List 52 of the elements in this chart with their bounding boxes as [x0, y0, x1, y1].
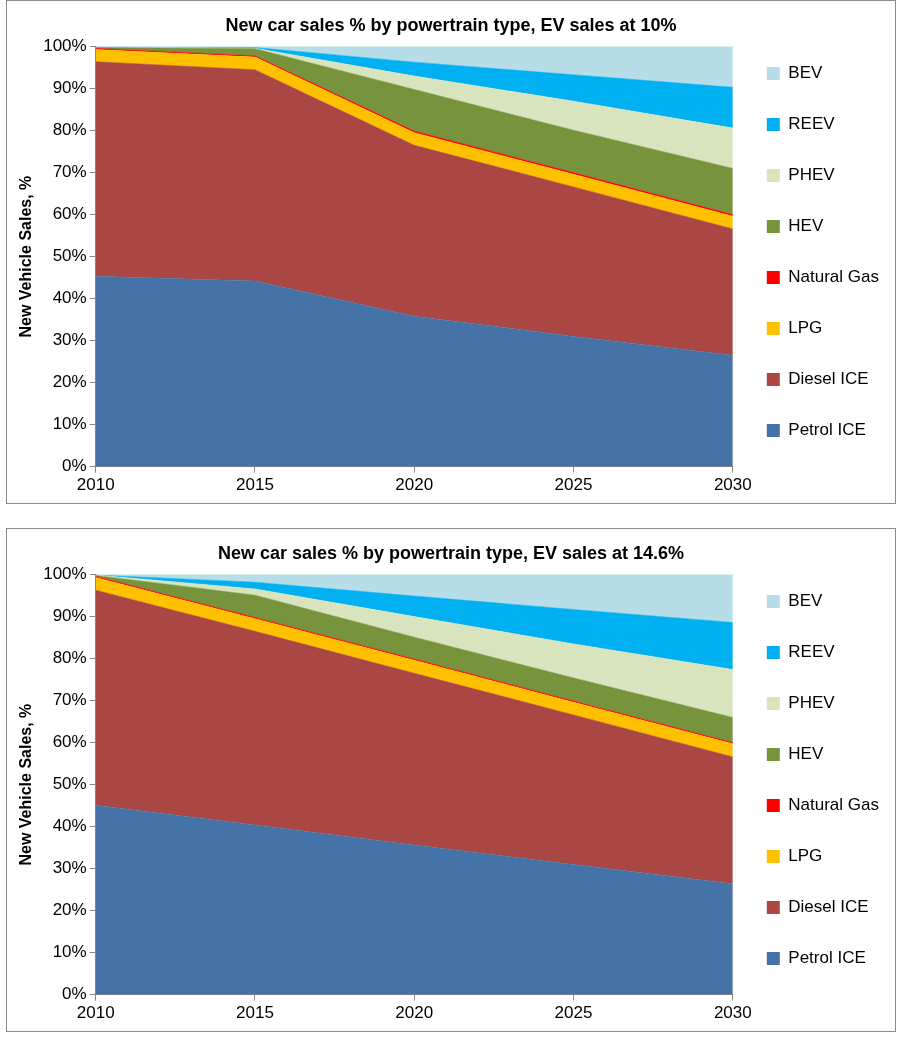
y-tick-label: 0% [62, 984, 87, 1004]
x-tick-label: 2010 [76, 475, 115, 495]
legend-label: Petrol ICE [788, 948, 866, 968]
x-tick-label: 2015 [236, 475, 274, 495]
legend-label: Diesel ICE [788, 369, 869, 389]
x-tick-label: 2030 [713, 1003, 752, 1023]
y-tick-label: 20% [52, 900, 87, 920]
y-axis-title: New Vehicle Sales, % [17, 175, 35, 338]
y-tick-label: 10% [52, 414, 87, 434]
x-tick-label: 2010 [76, 1003, 115, 1023]
y-tick-label: 60% [52, 732, 87, 752]
x-tick-label: 2030 [713, 475, 752, 495]
y-tick-label: 80% [52, 120, 87, 140]
y-tick-label: 90% [52, 606, 87, 626]
x-tick-label: 2020 [395, 475, 434, 495]
legend-label: LPG [788, 846, 823, 866]
chart-title: New car sales % by powertrain type, EV sales at 10% [225, 14, 677, 35]
y-tick-label: 30% [52, 858, 87, 878]
y-tick-label: 60% [52, 204, 87, 224]
y-tick-label: 90% [52, 78, 87, 98]
y-tick-label: 100% [43, 564, 87, 584]
legend-label: BEV [788, 63, 823, 83]
y-tick-label: 80% [52, 648, 87, 668]
y-tick-label: 20% [52, 372, 87, 392]
y-tick-label: 40% [52, 816, 87, 836]
x-tick-label: 2025 [554, 475, 593, 495]
x-tick-label: 2015 [236, 1003, 274, 1023]
y-tick-label: 100% [43, 36, 87, 56]
legend-label: PHEV [788, 693, 836, 713]
legend-label: REEV [788, 642, 836, 662]
legend-label: REEV [788, 114, 836, 134]
x-tick-label: 2020 [395, 1003, 434, 1023]
legend-label: Natural Gas [788, 267, 879, 287]
y-tick-label: 70% [52, 690, 87, 710]
y-tick-label: 40% [52, 288, 87, 308]
y-tick-label: 50% [52, 774, 87, 794]
chart-title: New car sales % by powertrain type, EV sales at 14.6% [217, 542, 685, 563]
y-tick-label: 10% [52, 942, 87, 962]
y-tick-label: 0% [62, 456, 87, 476]
legend-label: HEV [788, 216, 824, 236]
legend-label: HEV [788, 744, 824, 764]
y-tick-label: 50% [52, 246, 87, 266]
x-tick-label: 2025 [554, 1003, 593, 1023]
legend-label: Diesel ICE [788, 897, 869, 917]
legend-label: PHEV [788, 165, 836, 185]
y-tick-label: 30% [52, 330, 87, 350]
legend-label: Petrol ICE [788, 420, 866, 440]
legend-label: LPG [788, 318, 823, 338]
legend-label: BEV [788, 591, 823, 611]
y-axis-title: New Vehicle Sales, % [17, 703, 35, 866]
y-tick-label: 70% [52, 162, 87, 182]
legend-label: Natural Gas [788, 795, 879, 815]
